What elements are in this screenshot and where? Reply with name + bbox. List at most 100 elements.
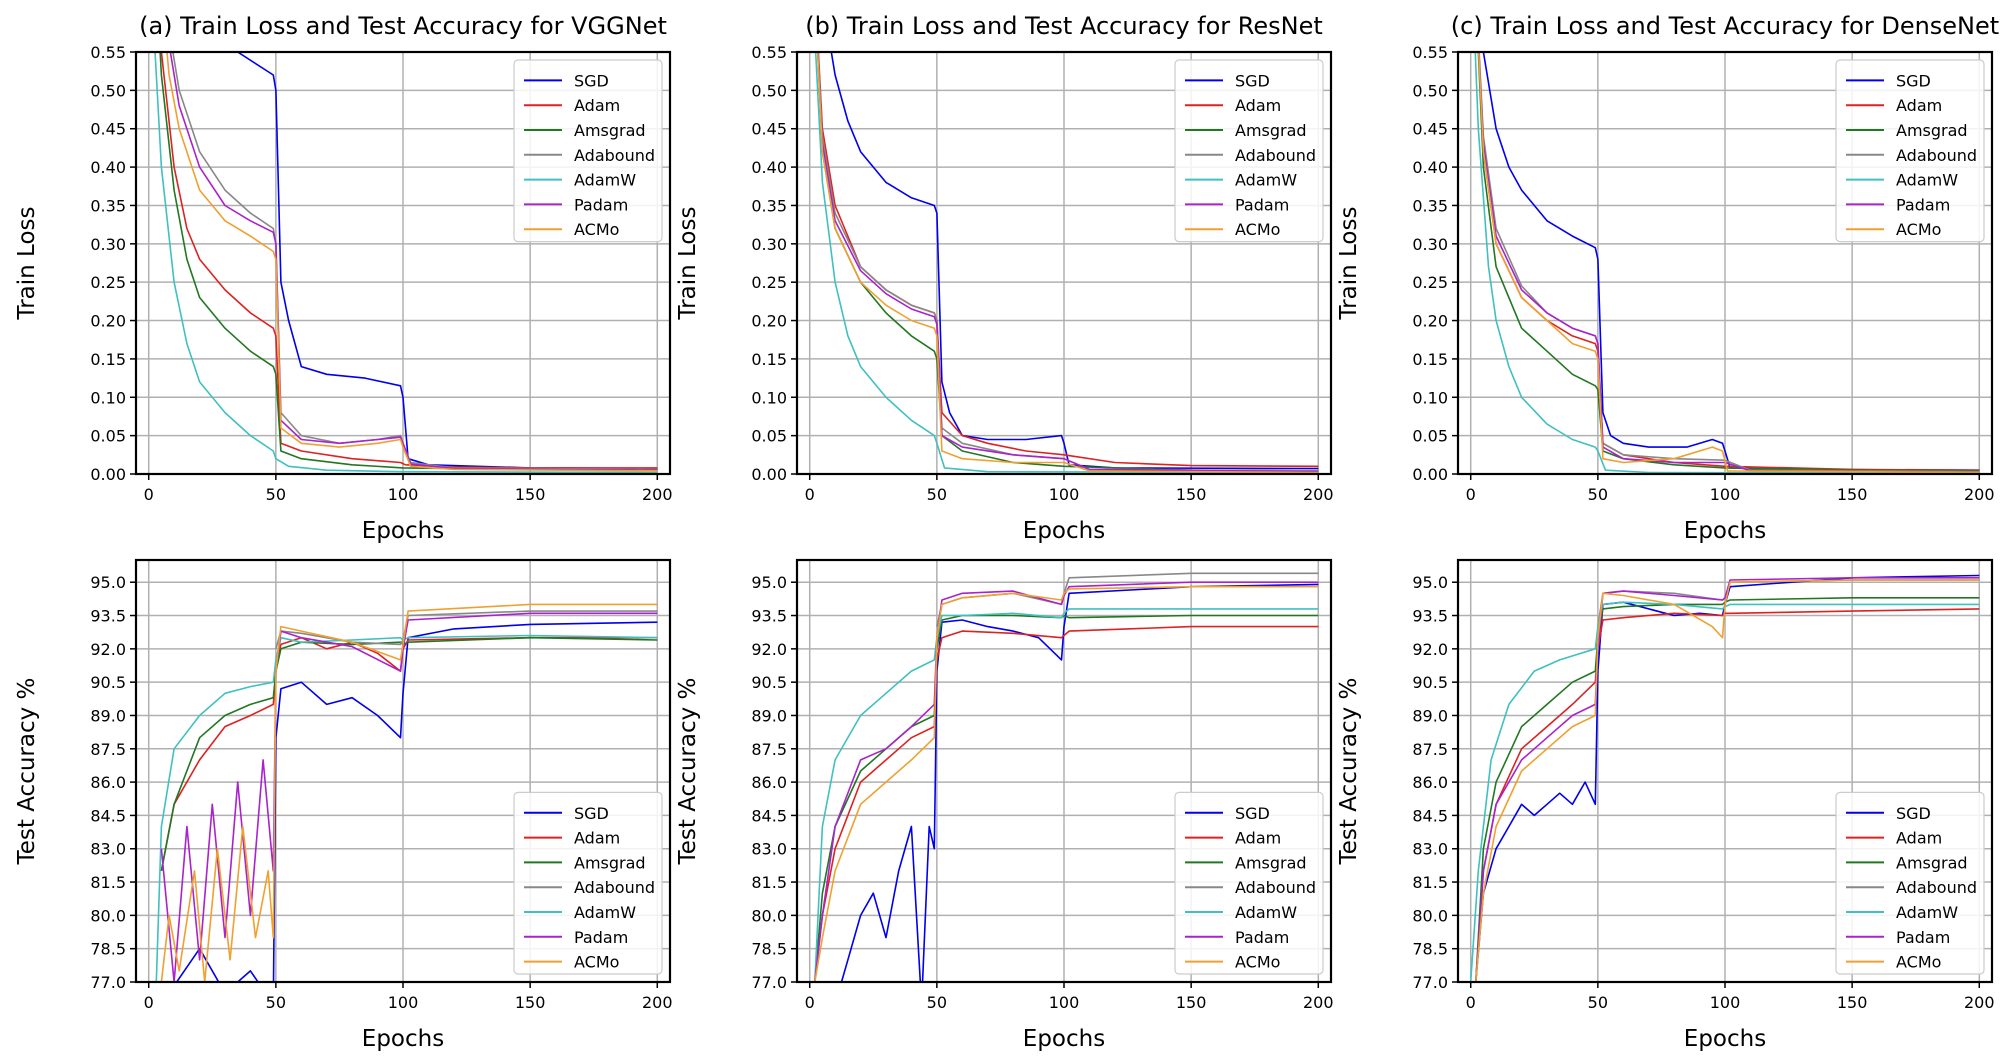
x-tick-label: 50 xyxy=(266,485,286,504)
x-tick-label: 0 xyxy=(144,993,154,1012)
legend: SGD Adam Amsgrad Adabound AdamW Padam ACMo xyxy=(513,791,663,975)
legend-label-adamw: AdamW xyxy=(574,903,636,922)
series-line-padam xyxy=(1478,52,1980,474)
legend-label-acmo: ACMo xyxy=(1235,953,1280,972)
series-group xyxy=(1474,52,1980,474)
y-tick-label: 0.55 xyxy=(90,43,126,62)
y-tick-label: 87.5 xyxy=(90,740,126,759)
y-tick-label: 0.40 xyxy=(90,158,126,177)
series-line-amsgrad xyxy=(159,52,658,471)
legend: SGD Adam Amsgrad Adabound AdamW Padam ACMo xyxy=(1835,59,1985,243)
legend-label-adabound: Adabound xyxy=(1896,146,1977,165)
series-group xyxy=(1469,574,1980,982)
series-line-acmo xyxy=(160,603,658,982)
y-tick-label: 0.50 xyxy=(90,81,126,100)
legend: SGD Adam Amsgrad Adabound AdamW Padam ACMo xyxy=(1174,791,1324,975)
y-tick-label: 0.00 xyxy=(1412,465,1448,484)
legend-label-adamw: AdamW xyxy=(1235,903,1297,922)
y-axis-label: Train Loss xyxy=(1336,207,1362,321)
x-tick-label: 100 xyxy=(388,485,419,504)
series-line-amsgrad xyxy=(160,636,658,872)
y-tick-label: 0.50 xyxy=(751,81,787,100)
y-tick-label: 0.10 xyxy=(90,388,126,407)
x-axis-label: Epochs xyxy=(362,1026,444,1052)
legend: SGD Adam Amsgrad Adabound AdamW Padam ACMo xyxy=(513,59,663,243)
y-tick-label: 0.15 xyxy=(751,350,787,369)
y-tick-label: 87.5 xyxy=(1412,740,1448,759)
legend-label-sgd: SGD xyxy=(1896,804,1931,823)
series-group xyxy=(814,52,1319,474)
y-tick-label: 0.25 xyxy=(751,273,787,292)
x-tick-label: 150 xyxy=(515,485,546,504)
series-group xyxy=(154,52,658,474)
y-tick-label: 87.5 xyxy=(751,740,787,759)
x-tick-label: 100 xyxy=(1710,993,1741,1012)
y-tick-label: 83.0 xyxy=(751,840,787,859)
legend-label-acmo: ACMo xyxy=(1235,220,1280,239)
x-tick-label: 100 xyxy=(1710,485,1741,504)
y-tick-label: 83.0 xyxy=(1412,840,1448,859)
panel-title: (b) Train Loss and Test Accuracy for Res… xyxy=(805,12,1323,40)
y-tick-label: 0.25 xyxy=(1412,273,1448,292)
legend-label-adamw: AdamW xyxy=(574,171,636,190)
y-tick-label: 84.5 xyxy=(1412,806,1448,825)
y-tick-label: 93.5 xyxy=(90,607,126,626)
legend-label-adabound: Adabound xyxy=(1235,146,1316,165)
y-tick-label: 92.0 xyxy=(90,640,126,659)
y-tick-label: 0.50 xyxy=(1412,81,1448,100)
plot-frame xyxy=(1456,558,1994,984)
y-tick-label: 0.00 xyxy=(751,465,787,484)
x-tick-label: 150 xyxy=(1176,485,1207,504)
y-tick-label: 0.55 xyxy=(1412,43,1448,62)
x-tick-label: 100 xyxy=(1049,993,1080,1012)
legend-label-adam: Adam xyxy=(1896,96,1942,115)
legend-label-adamw: AdamW xyxy=(1235,171,1297,190)
legend-label-padam: Padam xyxy=(574,195,628,214)
y-tick-label: 0.45 xyxy=(751,120,787,139)
y-tick-label: 0.30 xyxy=(90,235,126,254)
legend-label-sgd: SGD xyxy=(1896,71,1931,90)
panel-6: 77.0 78.5 80.0 81.5 83.0 84.5 86.0 87.5 89.0 90.5… xyxy=(1336,558,1995,1052)
y-tick-label: 0.40 xyxy=(751,158,787,177)
series-group xyxy=(814,572,1319,982)
x-tick-label: 200 xyxy=(1303,485,1334,504)
y-axis-label: Test Accuracy % xyxy=(14,678,40,866)
legend-label-adam: Adam xyxy=(574,829,620,848)
y-tick-label: 0.45 xyxy=(90,120,126,139)
y-tick-label: 92.0 xyxy=(751,640,787,659)
legend-label-adabound: Adabound xyxy=(574,878,655,897)
y-axis-label: Test Accuracy % xyxy=(1336,678,1362,866)
legend-label-amsgrad: Amsgrad xyxy=(1896,853,1968,872)
y-tick-label: 0.35 xyxy=(1412,196,1448,215)
series-line-amsgrad xyxy=(814,614,1319,982)
y-tick-label: 0.05 xyxy=(1412,427,1448,446)
series-line-adam xyxy=(1475,608,1980,982)
y-axis-label: Train Loss xyxy=(675,207,701,321)
y-tick-label: 80.0 xyxy=(1412,906,1448,925)
plot-frame xyxy=(795,558,1333,984)
y-axis-label: Train Loss xyxy=(14,207,40,321)
y-tick-label: 81.5 xyxy=(751,873,787,892)
plot-frame xyxy=(134,558,672,984)
y-tick-label: 84.5 xyxy=(751,806,787,825)
legend-label-acmo: ACMo xyxy=(574,953,619,972)
y-tick-label: 93.5 xyxy=(751,607,787,626)
legend-label-sgd: SGD xyxy=(1235,71,1270,90)
y-tick-label: 90.5 xyxy=(1412,673,1448,692)
legend-label-amsgrad: Amsgrad xyxy=(574,853,646,872)
x-tick-label: 50 xyxy=(927,993,947,1012)
x-tick-label: 150 xyxy=(1837,993,1868,1012)
y-tick-label: 95.0 xyxy=(751,573,787,592)
legend-label-adam: Adam xyxy=(1235,829,1281,848)
series-line-adamw xyxy=(154,52,658,474)
y-tick-label: 0.20 xyxy=(90,312,126,331)
legend-label-amsgrad: Amsgrad xyxy=(574,121,646,140)
x-axis-label: Epochs xyxy=(1023,1026,1105,1052)
x-axis-label: Epochs xyxy=(362,518,444,544)
panel-title: (c) Train Loss and Test Accuracy for Den… xyxy=(1451,12,1999,40)
y-tick-label: 81.5 xyxy=(90,873,126,892)
panel-3: 0.00 0.05 0.10 0.15 0.20 0.25 0.30 0.35 0.40 0.45… xyxy=(1336,12,1999,544)
y-axis-label: Test Accuracy % xyxy=(675,678,701,866)
legend-label-amsgrad: Amsgrad xyxy=(1235,853,1307,872)
legend-label-adam: Adam xyxy=(1235,96,1281,115)
